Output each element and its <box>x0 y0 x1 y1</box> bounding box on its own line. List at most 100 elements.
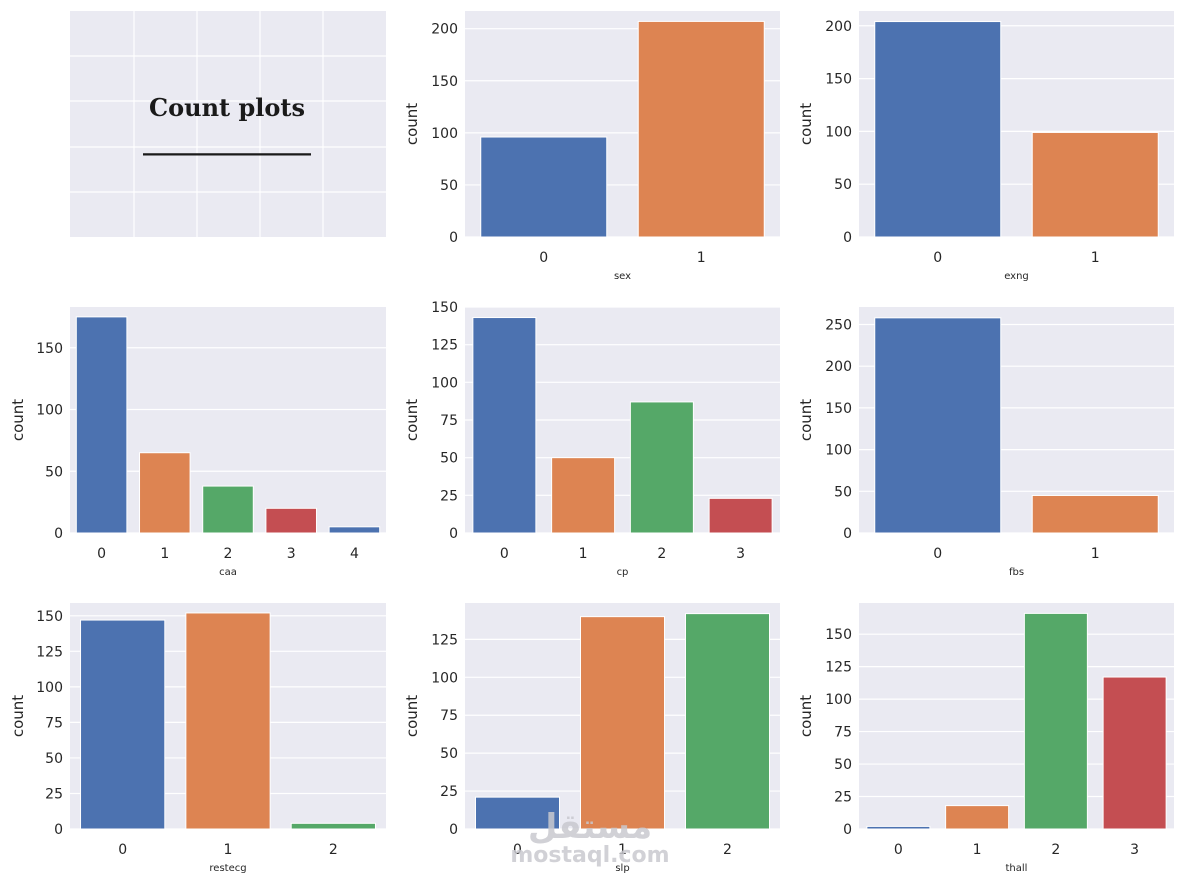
y-axis-label: count <box>403 399 421 441</box>
y-tick-label: 100 <box>825 124 852 140</box>
x-tick-label: 0 <box>933 546 942 562</box>
y-tick-label: 25 <box>440 488 458 504</box>
x-tick-label: 1 <box>618 842 627 858</box>
x-tick-label: 1 <box>1091 546 1100 562</box>
x-tick-label: 0 <box>894 842 903 858</box>
y-tick-label: 100 <box>36 680 63 696</box>
x-tick-label: 1 <box>973 842 982 858</box>
y-tick-label: 100 <box>825 443 852 459</box>
bar-thall-0 <box>866 825 931 830</box>
bar-thall-3 <box>1102 676 1167 830</box>
x-tick-label: 2 <box>723 842 732 858</box>
bar-cp-2 <box>629 401 694 534</box>
x-tick-label: 1 <box>1091 250 1100 266</box>
y-tick-label: 50 <box>45 751 63 767</box>
y-tick-label: 200 <box>431 22 458 38</box>
figure-title: Count plots <box>149 93 305 122</box>
bar-cp-1 <box>551 457 616 534</box>
y-tick-label: 50 <box>834 757 852 773</box>
chart-sex: 0 50 100 150 200 0 1 sex count <box>403 11 780 282</box>
y-tick-label: 100 <box>36 403 63 419</box>
y-tick-label: 125 <box>431 338 458 354</box>
y-tick-label: 50 <box>440 746 458 762</box>
y-tick-label: 50 <box>834 484 852 500</box>
x-tick-label: 2 <box>1051 842 1060 858</box>
title-panel: Count plots ______________ <box>70 11 386 237</box>
y-tick-label: 0 <box>54 822 63 838</box>
y-tick-label: 0 <box>843 822 852 838</box>
x-tick-label: 2 <box>657 546 666 562</box>
y-tick-label: 50 <box>440 451 458 467</box>
bar-caa-0 <box>75 316 128 534</box>
x-tick-label: 3 <box>287 546 296 562</box>
bar-slp-1 <box>580 616 665 830</box>
chart-thall: 0 25 50 75 100 125 150 0 1 2 3 thall count <box>797 603 1174 874</box>
x-axis-label: sex <box>614 271 631 282</box>
bar-cp-0 <box>472 317 537 534</box>
y-tick-label: 75 <box>45 715 63 731</box>
y-tick-label: 0 <box>843 230 852 246</box>
bar-slp-0 <box>475 796 560 830</box>
x-tick-label: 0 <box>97 546 106 562</box>
y-axis-label: count <box>797 103 815 145</box>
x-axis-label: caa <box>219 567 237 578</box>
watermark-arabic: مستقل <box>528 807 652 847</box>
x-tick-label: 3 <box>736 546 745 562</box>
bar-slp-2 <box>685 613 770 830</box>
x-tick-label: 2 <box>329 842 338 858</box>
bar-restecg-1 <box>185 612 271 830</box>
y-tick-label: 0 <box>449 822 458 838</box>
y-tick-label: 150 <box>825 627 852 643</box>
x-tick-label: 3 <box>1130 842 1139 858</box>
bar-caa-2 <box>202 485 254 534</box>
y-tick-label: 125 <box>431 632 458 648</box>
title-panel-grid <box>70 11 386 237</box>
y-tick-label: 150 <box>825 401 852 417</box>
chart-exng: 0 50 100 150 200 0 1 exng count <box>797 11 1174 282</box>
chart-fbs: 0 50 100 150 200 250 0 1 fbs count <box>797 307 1174 578</box>
bar-restecg-0 <box>80 619 166 830</box>
x-axis-label: thall <box>1006 863 1028 874</box>
chart-slp: 0 25 50 75 100 125 0 1 2 slp count <box>403 603 780 874</box>
y-tick-label: 150 <box>431 300 458 316</box>
x-axis-label: exng <box>1004 271 1029 282</box>
bar-cp-3 <box>708 497 773 534</box>
y-tick-label: 0 <box>449 526 458 542</box>
y-tick-label: 200 <box>825 359 852 375</box>
x-tick-label: 1 <box>160 546 169 562</box>
y-tick-label: 75 <box>834 725 852 741</box>
y-tick-label: 0 <box>449 230 458 246</box>
y-tick-label: 100 <box>431 126 458 142</box>
watermark-latin: mostaql.com <box>510 843 669 868</box>
y-tick-label: 50 <box>45 464 63 480</box>
x-tick-label: 0 <box>539 250 548 266</box>
x-tick-label: 1 <box>224 842 233 858</box>
bar-thall-1 <box>945 805 1010 830</box>
y-tick-label: 125 <box>36 644 63 660</box>
y-tick-label: 100 <box>825 692 852 708</box>
y-tick-label: 0 <box>54 526 63 542</box>
y-tick-label: 150 <box>36 341 63 357</box>
y-tick-label: 25 <box>45 786 63 802</box>
watermark: مستقل mostaql.com <box>510 807 669 868</box>
bar-caa-1 <box>139 452 191 534</box>
title-panel-background <box>70 11 386 237</box>
chart-caa: 0 50 100 150 0 1 2 3 4 caa count <box>9 307 386 578</box>
y-tick-label: 25 <box>834 790 852 806</box>
bar-thall-2 <box>1023 612 1088 830</box>
y-axis-label: count <box>9 399 27 441</box>
y-tick-label: 100 <box>431 375 458 391</box>
x-tick-label: 0 <box>118 842 127 858</box>
y-axis-label: count <box>9 695 27 737</box>
y-tick-label: 150 <box>825 72 852 88</box>
bar-fbs-0 <box>874 317 1002 534</box>
x-tick-label: 2 <box>224 546 233 562</box>
y-tick-label: 250 <box>825 318 852 334</box>
bar-caa-4 <box>328 526 381 534</box>
chart-restecg: 0 25 50 75 100 125 150 0 1 2 restecg count <box>9 603 386 874</box>
bar-sex-0 <box>480 136 608 238</box>
x-tick-label: 0 <box>513 842 522 858</box>
x-tick-label: 4 <box>350 546 359 562</box>
